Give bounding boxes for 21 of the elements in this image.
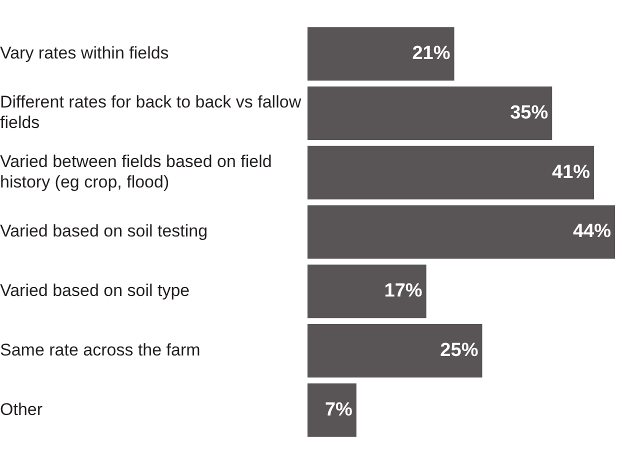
bar: [308, 205, 615, 259]
bar: [308, 146, 594, 200]
data-label: 21%: [412, 43, 450, 64]
bar: [308, 383, 356, 437]
data-label: 17%: [384, 280, 422, 302]
y-tick-label: Other: [0, 400, 43, 419]
bar: [308, 27, 454, 81]
y-tick-label: Varied based on soil type: [0, 281, 190, 300]
data-label: 7%: [324, 399, 353, 420]
data-label: 41%: [552, 162, 590, 183]
y-tick-label: Different rates for back to back vs fallow fields: [0, 92, 302, 132]
y-tick-label: Same rate across the farm: [0, 340, 200, 360]
bar: [308, 324, 482, 378]
bar: [308, 86, 552, 140]
bar: [308, 264, 426, 318]
y-tick-label: Vary rates within fields: [0, 44, 169, 63]
y-tick-label: Varied between fields based on field history (eg crop, flood): [0, 152, 272, 192]
data-label: 35%: [510, 102, 548, 124]
y-tick-label: Varied based on soil testing: [0, 222, 208, 241]
data-label: 44%: [572, 221, 612, 242]
data-label: 25%: [440, 340, 478, 361]
